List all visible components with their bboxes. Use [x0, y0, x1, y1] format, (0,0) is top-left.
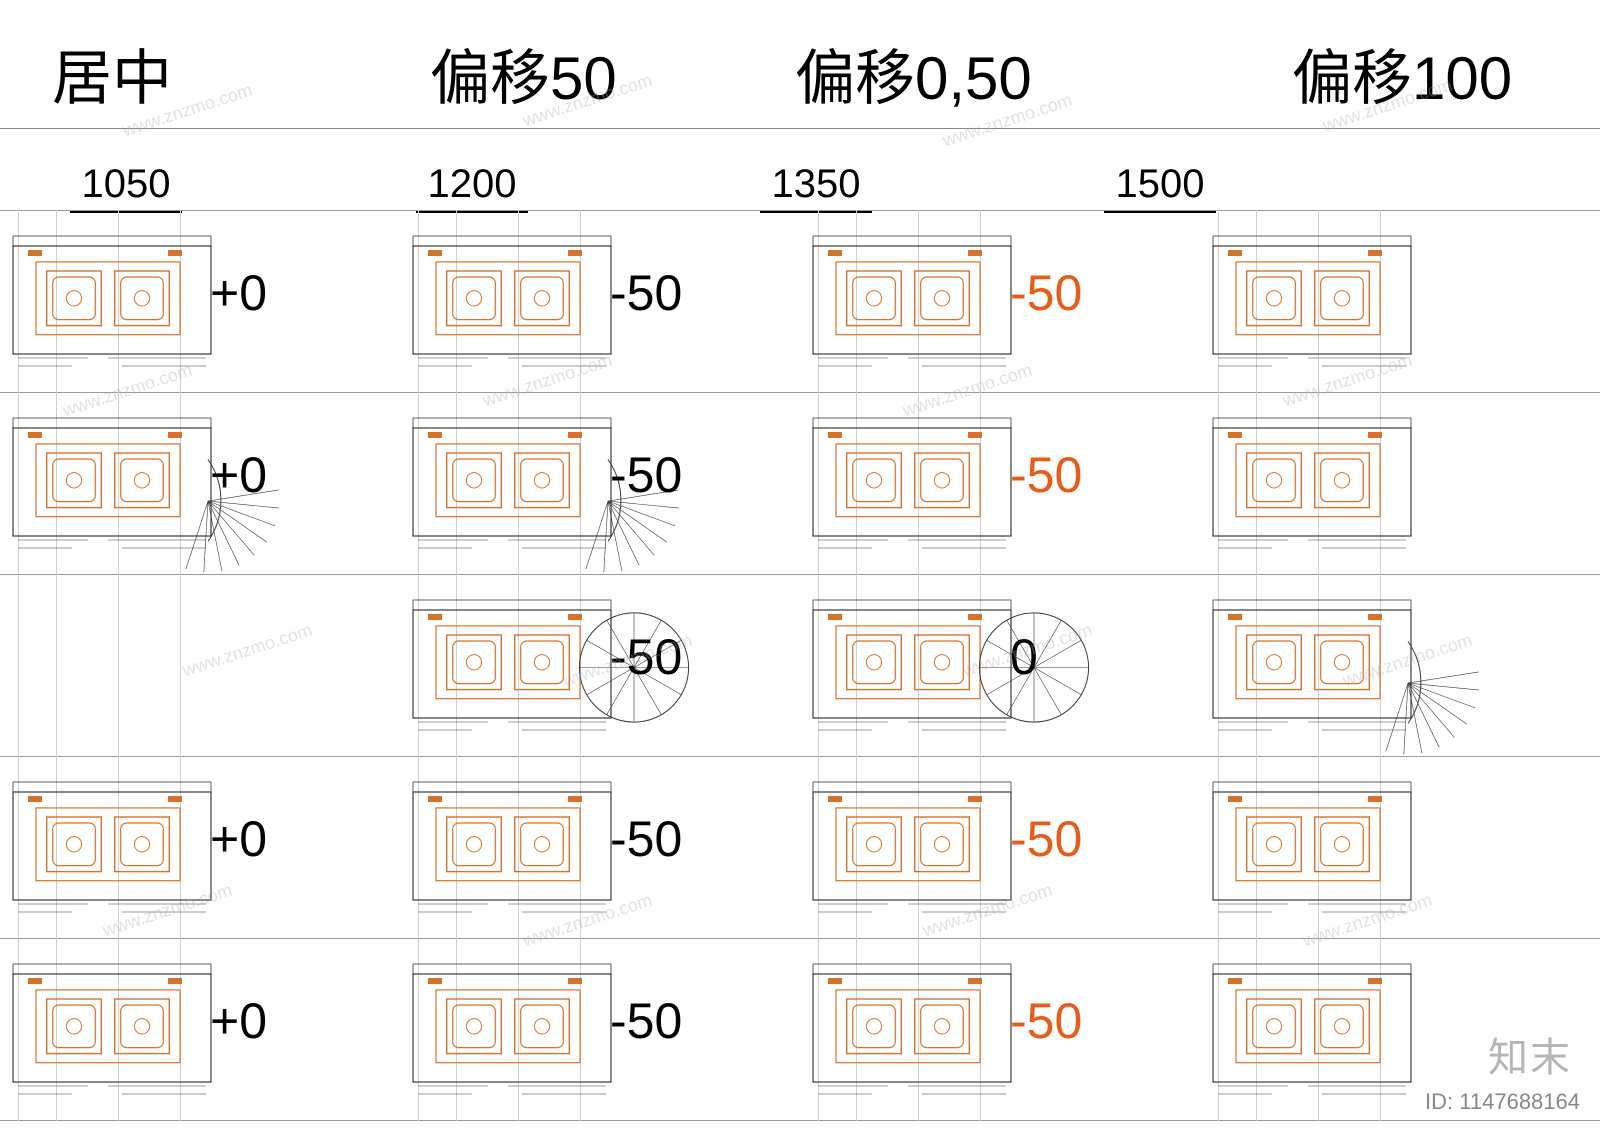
offset-value: 0 [1010, 628, 1038, 686]
diagram-cell: -50 [400, 574, 800, 756]
diagram-cell [1200, 574, 1600, 756]
header-label-centered: 居中 [52, 30, 172, 117]
column-number-1350: 1350 [760, 162, 872, 207]
offset-value: -50 [1010, 264, 1082, 322]
diagram-cell [1200, 756, 1600, 938]
diagram-cell: -50 [400, 756, 800, 938]
stove-drawing [1212, 596, 1472, 749]
footer-id: ID: 1147688164 [1425, 1089, 1580, 1115]
diagram-cell: -50 [800, 392, 1200, 574]
offset-value: -50 [1010, 992, 1082, 1050]
offset-value: -50 [610, 992, 682, 1050]
offset-value: +0 [210, 446, 267, 504]
offset-value: -50 [610, 264, 682, 322]
offset-value: -50 [1010, 810, 1082, 868]
diagram-cell: -50 [800, 938, 1200, 1120]
diagram-cell [1200, 392, 1600, 574]
diagram-cell: -50 [800, 756, 1200, 938]
stove-drawing [1212, 414, 1472, 567]
diagram-cell: +0 [0, 938, 400, 1120]
offset-value: +0 [210, 264, 267, 322]
offset-value: +0 [210, 992, 267, 1050]
header-row: 居中 偏移50 偏移0,50 偏移100 [0, 30, 1600, 110]
diagram-cell: -50 [400, 392, 800, 574]
stove-drawing [1212, 778, 1472, 931]
column-number-1500: 1500 [1104, 162, 1216, 207]
header-label-offset-100: 偏移100 [1292, 30, 1512, 117]
header-divider [0, 128, 1600, 129]
column-number-1050: 1050 [70, 162, 182, 207]
grid-area: +0 -50 [0, 210, 1600, 1131]
diagram-root: 居中 偏移50 偏移0,50 偏移100 1050 1200 1350 1500 [0, 0, 1600, 1131]
diagram-cell: -50 [400, 938, 800, 1120]
diagram-cell: +0 [0, 756, 400, 938]
diagram-cell [0, 574, 400, 756]
footer-logo: 知末 [1488, 1025, 1572, 1083]
column-number-1200: 1200 [416, 162, 528, 207]
offset-value: -50 [1010, 446, 1082, 504]
header-label-offset-0-50: 偏移0,50 [795, 30, 1032, 117]
diagram-cell: +0 [0, 210, 400, 392]
header-label-offset-50: 偏移50 [430, 30, 617, 117]
column-number-row: 1050 1200 1350 1500 [0, 162, 1600, 212]
diagram-cell: -50 [800, 210, 1200, 392]
offset-value: -50 [610, 446, 682, 504]
diagram-cell [1200, 210, 1600, 392]
grid-guide-line [0, 1120, 1600, 1121]
offset-value: -50 [610, 810, 682, 868]
diagram-cell: +0 [0, 392, 400, 574]
offset-value: -50 [610, 628, 682, 686]
diagram-cell: 0 [800, 574, 1200, 756]
diagram-cell: -50 [400, 210, 800, 392]
offset-value: +0 [210, 810, 267, 868]
stove-drawing [1212, 232, 1472, 385]
